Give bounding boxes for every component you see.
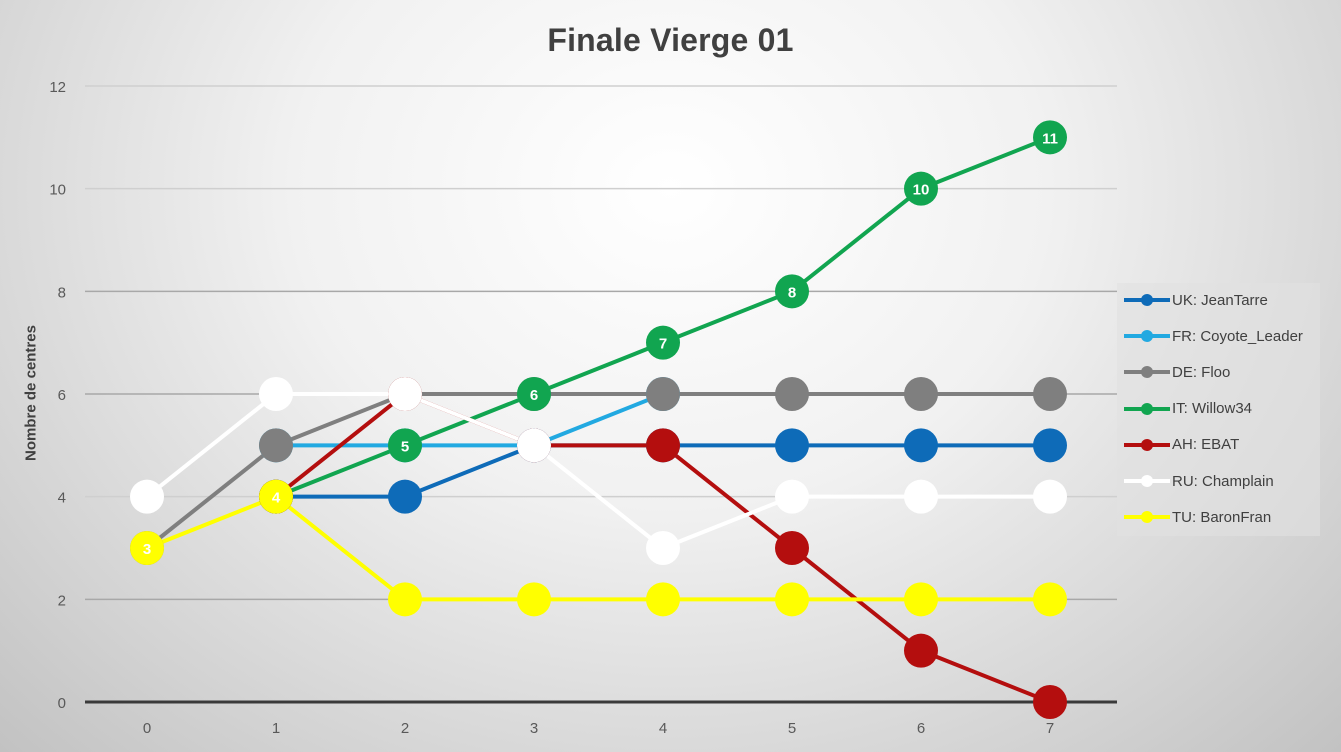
legend-label: UK: JeanTarre: [1172, 291, 1268, 309]
legend-item: FR: Coyote_Leader: [1124, 325, 1303, 347]
data-point-uk-jeantarre: [1033, 428, 1067, 463]
data-point-it-willow34: [388, 428, 422, 463]
legend-item: UK: JeanTarre: [1124, 289, 1268, 311]
legend-swatch: [1124, 289, 1170, 311]
legend-swatch: [1124, 361, 1170, 383]
y-tick-label: 8: [58, 284, 66, 301]
legend-label: AH: EBAT: [1172, 436, 1240, 454]
data-label: 3: [143, 541, 151, 558]
chart-title: Finale Vierge 01: [547, 22, 794, 58]
legend-label: RU: Champlain: [1172, 472, 1274, 490]
legend-swatch: [1124, 506, 1170, 528]
x-tick-label: 0: [143, 720, 151, 737]
data-point-tu-baronfran: [388, 582, 422, 617]
data-point-de-floo: [775, 377, 809, 411]
y-tick-label: 4: [58, 490, 66, 507]
data-point-ru-champlain: [904, 479, 938, 514]
data-point-tu-baronfran: [517, 582, 551, 617]
legend-item: TU: BaronFran: [1124, 506, 1271, 528]
x-tick-label: 6: [917, 720, 925, 737]
legend-item: RU: Champlain: [1124, 470, 1274, 492]
data-point-ru-champlain: [259, 377, 293, 411]
data-point-uk-jeantarre: [904, 428, 938, 463]
data-point-ru-champlain: [775, 479, 809, 514]
series-line-ru-champlain: [145, 392, 1050, 550]
x-tick-label: 5: [788, 720, 796, 737]
data-point-de-floo: [904, 377, 938, 411]
data-point-ru-champlain: [130, 479, 164, 514]
data-label: 10: [913, 182, 930, 199]
legend-item: DE: Floo: [1124, 361, 1230, 383]
x-tick-label: 3: [530, 720, 538, 737]
legend-swatch: [1124, 434, 1170, 456]
data-point-tu-baronfran: [1033, 582, 1067, 617]
data-label: 5: [401, 438, 409, 455]
legend-swatch: [1124, 398, 1170, 420]
legend-item: IT: Willow34: [1124, 398, 1252, 420]
data-point-uk-jeantarre: [775, 428, 809, 463]
data-point-ru-champlain: [517, 428, 551, 463]
legend-label: DE: Floo: [1172, 363, 1231, 381]
data-point-it-willow34: [646, 325, 680, 360]
y-tick-label: 12: [49, 79, 66, 96]
data-point-it-willow34: [775, 274, 809, 309]
data-point-ah-ebat: [904, 633, 938, 668]
data-point-ru-champlain: [1033, 479, 1067, 514]
y-tick-label: 2: [58, 592, 66, 609]
data-point-tu-baronfran: [130, 531, 164, 565]
series-line-tu-baronfran: [146, 494, 1050, 602]
legend-swatch: [1124, 470, 1170, 492]
x-tick-label: 7: [1046, 720, 1054, 737]
data-point-tu-baronfran: [646, 582, 680, 617]
data-point-it-willow34: [517, 377, 551, 411]
data-point-de-floo: [1033, 377, 1067, 411]
series-line-de-floo: [145, 392, 1050, 550]
data-point-ah-ebat: [646, 428, 680, 463]
x-tick-label: 2: [401, 720, 409, 737]
data-point-ru-champlain: [388, 377, 422, 411]
data-label: 11: [1042, 130, 1058, 147]
data-point-ah-ebat: [775, 531, 809, 565]
legend-label: IT: Willow34: [1172, 400, 1253, 418]
data-point-tu-baronfran: [904, 582, 938, 617]
x-tick-label: 1: [272, 720, 280, 737]
data-point-ah-ebat: [1033, 685, 1067, 719]
data-point-tu-baronfran: [259, 479, 293, 514]
legend: UK: JeanTarre FR: Coyote_Leader DE: Floo IT…: [1117, 283, 1320, 536]
data-point-de-floo: [259, 428, 293, 463]
data-label: 6: [530, 387, 538, 404]
legend-label: TU: BaronFran: [1172, 508, 1272, 526]
data-point-uk-jeantarre: [388, 479, 422, 514]
legend-label: FR: Coyote_Leader: [1172, 327, 1303, 345]
data-point-tu-baronfran: [775, 582, 809, 617]
data-point-it-willow34: [904, 171, 938, 206]
legend-item: AH: EBAT: [1124, 434, 1239, 456]
y-tick-label: 10: [49, 182, 66, 199]
data-label: 8: [788, 284, 796, 301]
data-label: 7: [659, 336, 667, 353]
data-point-de-floo: [646, 377, 680, 411]
legend-swatch: [1124, 325, 1170, 347]
y-tick-label: 0: [58, 695, 66, 712]
data-label: 4: [272, 490, 281, 507]
y-tick-label: 6: [58, 387, 66, 404]
data-point-ru-champlain: [646, 531, 680, 565]
data-point-it-willow34: [1033, 120, 1067, 155]
x-tick-label: 4: [659, 720, 667, 737]
